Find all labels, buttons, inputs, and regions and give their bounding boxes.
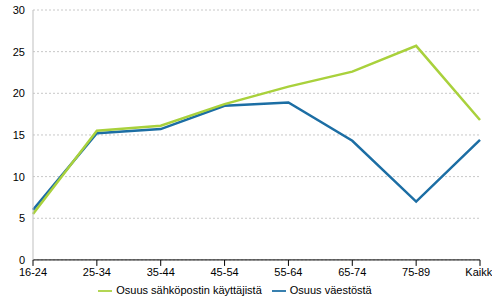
svg-text:30: 30: [13, 4, 25, 16]
svg-text:10: 10: [13, 171, 25, 183]
svg-text:65-74: 65-74: [338, 266, 366, 278]
svg-text:Kaikki: Kaikki: [465, 266, 484, 278]
svg-text:16-24: 16-24: [19, 266, 47, 278]
html-text:Osuus väestöstä: Osuus väestöstä: [289, 283, 372, 296]
svg-text:45-54: 45-54: [211, 266, 239, 278]
svg-text:5: 5: [19, 212, 25, 224]
svg-text:25: 25: [13, 46, 25, 58]
svg-text:35-44: 35-44: [147, 266, 175, 278]
svg-text:20: 20: [13, 87, 25, 99]
svg-text:75-89: 75-89: [402, 266, 430, 278]
svg-text:55-64: 55-64: [274, 266, 302, 278]
svg-text:25-34: 25-34: [83, 266, 111, 278]
svg-text:0: 0: [19, 254, 25, 266]
svg-text:15: 15: [13, 129, 25, 141]
html-text:Osuus sähköpostin käyttäjistä: Osuus sähköpostin käyttäjistä: [116, 283, 262, 296]
